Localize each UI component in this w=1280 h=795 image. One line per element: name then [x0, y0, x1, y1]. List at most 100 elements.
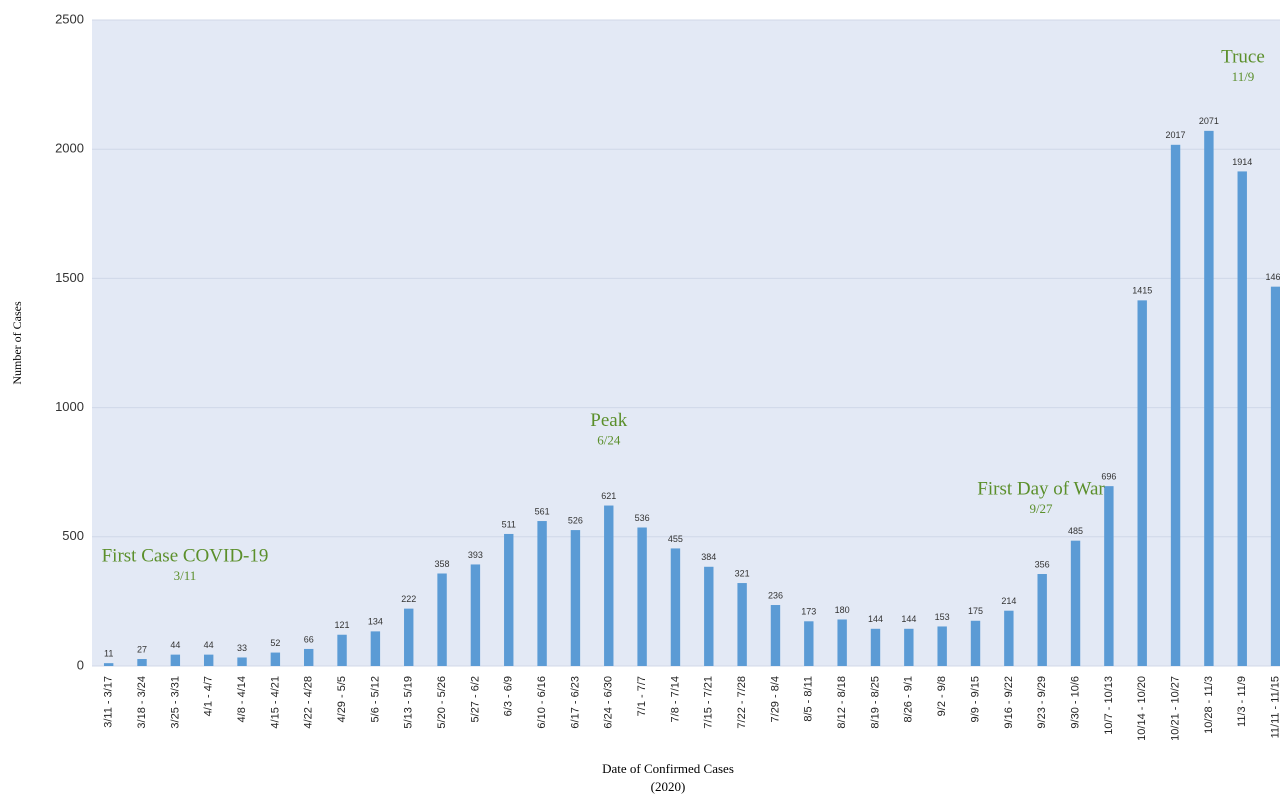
x-tick-label: 11/11 - 11/15 [1269, 676, 1280, 738]
data-label: 173 [801, 607, 816, 617]
data-label: 33 [237, 643, 247, 653]
data-label: 11 [104, 649, 113, 659]
data-label: 214 [1001, 596, 1016, 606]
data-label: 526 [568, 515, 583, 525]
bar [604, 505, 614, 666]
bar [837, 619, 847, 666]
x-tick-label: 10/28 - 11/3 [1203, 676, 1215, 734]
x-tick-label: 7/22 - 7/28 [736, 676, 748, 729]
x-tick-label: 9/23 - 9/29 [1036, 676, 1048, 729]
bar [770, 605, 781, 666]
data-label: 561 [535, 506, 550, 516]
bar [137, 659, 147, 666]
data-label: 153 [935, 612, 950, 622]
annotation: First Case COVID-19 [102, 545, 269, 566]
annotation-date: 6/24 [597, 433, 621, 448]
bar [537, 521, 547, 666]
x-tick-label: 6/3 - 6/9 [503, 676, 515, 716]
annotation: First Day of War [977, 478, 1105, 499]
x-tick-label: 7/8 - 7/14 [669, 676, 681, 722]
x-tick-label: 4/29 - 5/5 [336, 676, 348, 722]
bar [1170, 144, 1181, 667]
data-label: 2017 [1166, 130, 1186, 140]
annotation-date: 3/11 [174, 568, 197, 583]
x-tick-label: 8/19 - 8/25 [869, 676, 881, 729]
data-label: 696 [1101, 472, 1116, 482]
x-tick-label: 10/21 - 10/27 [1169, 676, 1181, 741]
data-label: 485 [1068, 526, 1083, 536]
x-tick-label: 4/8 - 4/14 [236, 676, 248, 722]
bar [270, 652, 281, 666]
annotation: Peak [590, 410, 627, 431]
bar [504, 533, 514, 666]
y-axis-title: Number of Cases [10, 301, 24, 385]
data-label: 384 [701, 552, 716, 562]
x-axis-subtitle: (2020) [651, 779, 686, 794]
plot-area [92, 20, 1280, 666]
bar [637, 527, 647, 666]
x-tick-label: 4/1 - 4/7 [203, 676, 215, 716]
bar [304, 648, 314, 666]
y-tick-label: 500 [62, 528, 84, 543]
bar [170, 654, 181, 666]
bar [1237, 171, 1247, 666]
data-label: 121 [335, 620, 350, 630]
x-tick-label: 3/11 - 3/17 [103, 676, 115, 728]
x-tick-label: 9/9 - 9/15 [969, 676, 981, 722]
data-label: 27 [137, 644, 147, 654]
data-label: 321 [735, 568, 750, 578]
bar [237, 657, 247, 666]
data-label: 134 [368, 617, 383, 627]
data-label: 52 [270, 638, 280, 648]
data-label: 393 [468, 550, 483, 560]
bar [904, 628, 914, 666]
data-label: 1468 [1266, 272, 1280, 282]
bar [1204, 130, 1214, 666]
x-tick-label: 5/20 - 5/26 [436, 676, 448, 729]
y-tick-label: 1500 [55, 270, 84, 285]
bar [1037, 574, 1047, 666]
data-label: 1914 [1232, 157, 1252, 167]
x-tick-label: 4/22 - 4/28 [303, 676, 315, 729]
bar [370, 631, 381, 666]
x-tick-label: 7/15 - 7/21 [703, 676, 715, 729]
x-tick-label: 3/18 - 3/24 [136, 676, 148, 729]
x-axis-title: Date of Confirmed Cases [602, 761, 734, 776]
x-tick-label: 10/7 - 10/13 [1103, 676, 1115, 735]
bar [437, 573, 447, 666]
data-label: 44 [204, 640, 214, 650]
bar [870, 628, 881, 666]
x-tick-label: 8/26 - 9/1 [903, 676, 915, 722]
data-label: 358 [435, 559, 450, 569]
data-label: 180 [835, 605, 850, 615]
data-label: 1415 [1132, 286, 1152, 296]
data-label: 455 [668, 534, 683, 544]
data-label: 621 [601, 491, 616, 501]
bar [1004, 610, 1014, 666]
bar [704, 566, 714, 666]
y-tick-label: 2500 [55, 11, 84, 26]
data-label: 511 [502, 519, 516, 529]
y-tick-label: 1000 [55, 399, 84, 414]
bar [337, 634, 347, 666]
data-label: 66 [304, 634, 314, 644]
bar [1270, 286, 1280, 666]
x-tick-label: 5/27 - 6/2 [469, 676, 481, 722]
x-tick-label: 6/10 - 6/16 [536, 676, 548, 729]
data-label: 175 [968, 606, 983, 616]
bar [670, 548, 681, 666]
x-tick-label: 7/1 - 7/7 [636, 676, 648, 716]
x-tick-label: 6/24 - 6/30 [603, 676, 615, 729]
x-tick-label: 10/14 - 10/20 [1136, 676, 1148, 741]
x-tick-label: 5/13 - 5/19 [403, 676, 415, 729]
x-tick-label: 3/25 - 3/31 [169, 676, 181, 729]
data-label: 144 [901, 614, 916, 624]
bar [203, 654, 214, 666]
data-label: 144 [868, 614, 883, 624]
data-label: 536 [635, 513, 650, 523]
data-label: 2071 [1199, 116, 1219, 126]
x-tick-label: 8/5 - 8/11 [803, 676, 815, 722]
bar [937, 626, 947, 666]
x-tick-label: 5/6 - 5/12 [369, 676, 381, 722]
